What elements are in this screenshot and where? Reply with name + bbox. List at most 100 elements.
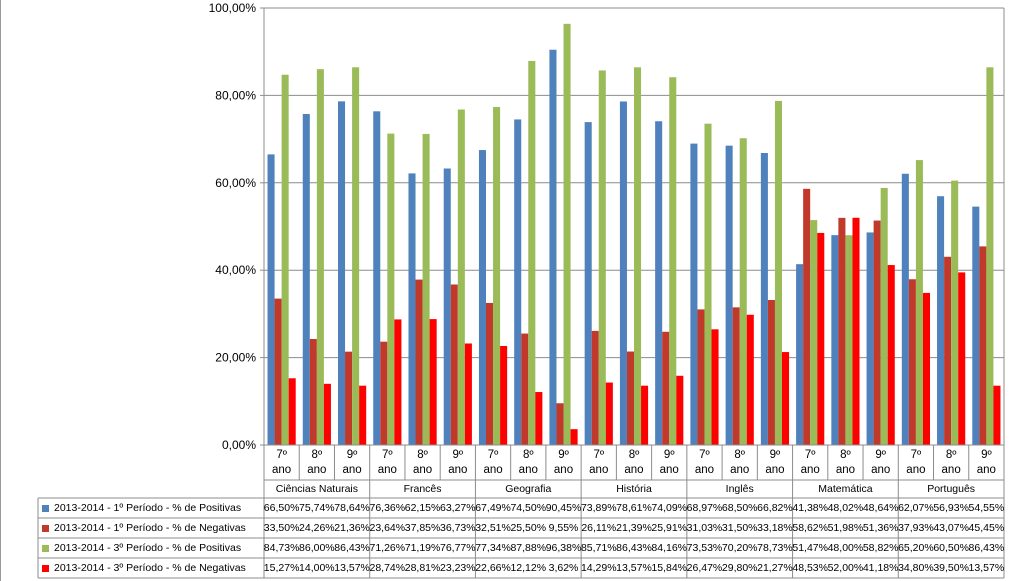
legend-label: 2013-2014 - 1º Período - % de Negativas [54, 522, 246, 534]
legend-entry: 2013-2014 - 1º Período - % de Negativas [38, 518, 264, 538]
group-label: Português [927, 483, 976, 495]
value-label: 71,19% [404, 542, 441, 554]
bar [598, 70, 606, 445]
x-tick-label: 8º ano [730, 448, 750, 476]
bar [746, 314, 754, 445]
bar [845, 235, 853, 445]
value-label: 78,64% [334, 502, 370, 514]
bar [838, 217, 846, 445]
value-label: 15,27% [263, 562, 300, 574]
bar [803, 188, 811, 445]
x-tick-label: 8º ano [412, 448, 433, 476]
value-label: 74,50% [510, 502, 547, 514]
value-label: 76,77% [439, 542, 476, 554]
bar [274, 298, 282, 445]
x-tick-label: 9º ano [659, 448, 679, 476]
bar [711, 329, 719, 445]
group-label: Inglês [725, 483, 754, 495]
bar [774, 100, 782, 446]
x-tick-label: 9º ano [342, 448, 362, 476]
bar [908, 279, 916, 445]
group-label: Francês [403, 483, 442, 495]
value-label: 60,50% [933, 542, 969, 554]
value-label: 31,50% [721, 522, 758, 534]
value-label: 86,43% [968, 542, 1005, 554]
bar [944, 256, 952, 445]
value-label: 51,47% [792, 542, 828, 554]
bar [831, 235, 839, 445]
value-label: 73,89% [580, 502, 617, 514]
value-label: 66,82% [757, 502, 793, 514]
value-label: 23,64% [369, 522, 406, 534]
bar [464, 343, 472, 445]
bar [887, 265, 895, 445]
value-label: 75,74% [299, 502, 335, 514]
value-label: 78,73% [757, 542, 793, 554]
x-tick-label: 9º ano [871, 448, 891, 476]
x-tick-label: 9º ano [976, 448, 996, 476]
value-label: 84,16% [651, 542, 688, 554]
bar [478, 150, 486, 445]
bar [394, 319, 402, 445]
value-label: 37,93% [898, 522, 934, 534]
x-tick-label: 7º ano [800, 448, 820, 476]
bar [500, 345, 508, 445]
value-label: 25,50% [510, 522, 547, 534]
value-label: 31,03% [686, 522, 723, 534]
value-label: 86,43% [334, 542, 370, 554]
bar [415, 279, 423, 445]
bar [972, 206, 980, 445]
value-label: 33,50% [263, 522, 300, 534]
y-tick-label: 20,00% [215, 351, 256, 365]
bar [521, 333, 529, 445]
bar [605, 382, 613, 445]
bar [429, 319, 437, 445]
bar [796, 264, 804, 445]
value-label: 34,80% [898, 562, 934, 574]
legend-entry: 2013-2014 - 3º Período - % de Positivas [38, 538, 264, 558]
value-label: 32,51% [475, 522, 511, 534]
x-tick-label: 9º ano [765, 448, 785, 476]
bar [323, 383, 331, 445]
bar [619, 101, 627, 445]
bar [767, 300, 775, 445]
legend-key [42, 544, 49, 552]
value-label: 58,82% [862, 542, 899, 554]
value-label: 68,97% [686, 502, 723, 514]
bar [486, 302, 494, 445]
bar [288, 378, 296, 445]
bar [901, 173, 909, 446]
bar [634, 67, 642, 445]
bar [408, 173, 416, 446]
bar [732, 307, 740, 445]
x-tick-label: 9º ano [553, 448, 574, 476]
value-label: 21,39% [616, 522, 652, 534]
value-label: 15,84% [651, 562, 688, 574]
bar [669, 77, 677, 446]
x-tick-label: 7º ano [906, 448, 926, 476]
bar [993, 385, 1001, 445]
x-tick-label: 8º ano [835, 448, 855, 476]
legend-key [42, 504, 49, 512]
bar [782, 352, 790, 445]
value-label: 21,36% [334, 522, 370, 534]
bar [690, 143, 698, 445]
value-label: 37,85% [404, 522, 441, 534]
value-label: 41,38% [792, 502, 828, 514]
value-label: 71,26% [369, 542, 406, 554]
bar [535, 392, 543, 445]
bar [626, 351, 634, 445]
value-label: 13,57% [968, 562, 1005, 574]
x-tick-label: 7º ano [694, 448, 715, 476]
value-label: 33,18% [757, 522, 793, 534]
bar [549, 49, 557, 446]
value-label: 13,57% [334, 562, 370, 574]
y-tick-label: 40,00% [215, 263, 256, 277]
value-label: 70,20% [721, 542, 758, 554]
value-label: 24,26% [299, 522, 335, 534]
bar [986, 67, 994, 445]
bar [556, 403, 564, 445]
value-label: 48,53% [792, 562, 828, 574]
bar [725, 145, 733, 445]
value-label: 74,09% [651, 502, 688, 514]
